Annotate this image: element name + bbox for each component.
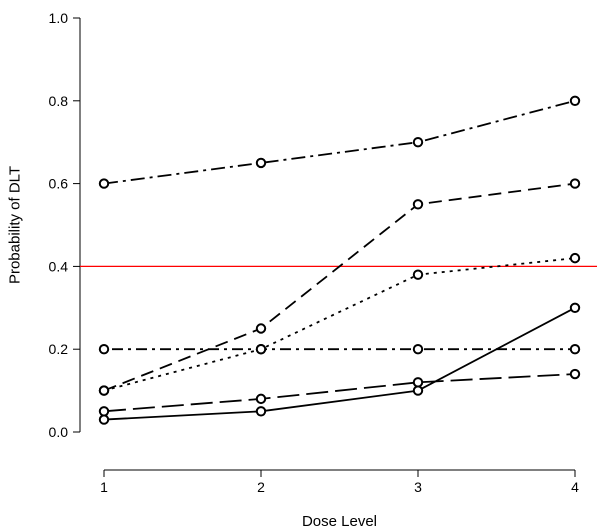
data-point: [98, 385, 110, 396]
x-tick-label: 2: [257, 479, 265, 495]
data-point: [98, 178, 110, 189]
x-tick-label: 1: [100, 479, 108, 495]
x-axis-title: Dose Level: [302, 513, 377, 530]
data-point: [412, 344, 424, 355]
series-3: [98, 252, 581, 396]
series-line: [103, 373, 576, 413]
data-point: [412, 137, 424, 148]
data-point: [412, 269, 424, 280]
series-line: [103, 99, 576, 185]
series-line: [103, 182, 576, 392]
data-point: [412, 385, 424, 396]
data-point: [255, 157, 267, 169]
series-line: [103, 257, 576, 392]
y-tick-label: 0.4: [49, 258, 69, 274]
data-point: [569, 252, 581, 264]
data-point: [569, 95, 581, 107]
y-ticks: 0.0 0.2 0.4 0.6 0.8 1.0: [49, 10, 80, 440]
series-6: [98, 95, 581, 189]
data-point: [569, 344, 581, 355]
y-tick-label: 0.0: [49, 424, 69, 440]
y-tick-label: 0.8: [49, 93, 69, 109]
x-tick-label: 3: [414, 479, 422, 495]
series-4: [98, 178, 581, 396]
y-tick-label: 0.2: [49, 341, 69, 357]
data-point: [98, 406, 110, 417]
data-point: [569, 368, 581, 380]
series-5: [98, 344, 581, 355]
x-tick-label: 4: [571, 479, 579, 495]
data-point: [569, 178, 581, 189]
data-point: [412, 377, 424, 388]
series-line: [103, 307, 576, 421]
data-point: [98, 414, 110, 425]
data-point: [255, 393, 267, 405]
y-tick-label: 0.6: [49, 176, 69, 192]
data-point: [255, 323, 267, 334]
data-point: [255, 344, 267, 355]
x-ticks: 1 2 3 4: [100, 470, 579, 495]
data-point: [255, 406, 267, 417]
series-2: [98, 368, 581, 417]
axes: [79, 18, 575, 471]
y-axis-title: Probability of DLT: [6, 166, 23, 284]
y-tick-label: 1.0: [49, 10, 69, 26]
data-point: [98, 344, 110, 355]
series-group: [98, 95, 581, 425]
data-point: [412, 199, 424, 210]
data-point: [569, 302, 581, 313]
